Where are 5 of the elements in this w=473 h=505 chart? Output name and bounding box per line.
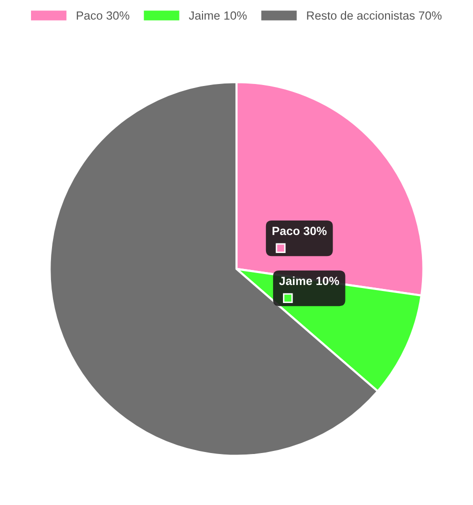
legend-label: Resto de accionistas 70% — [307, 11, 442, 20]
text: Jaime 10% — [279, 276, 340, 286]
text: Paco 30% — [272, 226, 327, 236]
legend-label: Paco 30% — [76, 11, 130, 20]
legend-label: Jaime 10% — [188, 11, 247, 20]
